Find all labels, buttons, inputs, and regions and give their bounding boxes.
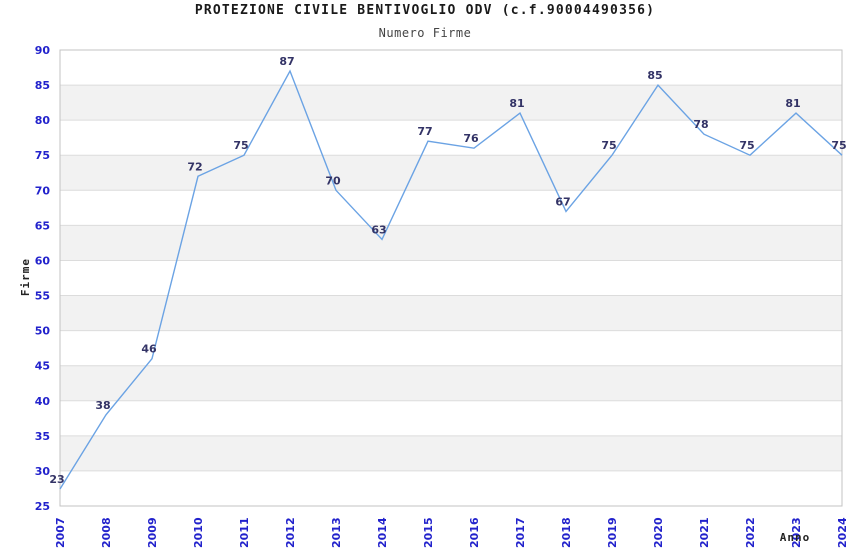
x-tick-label: 2018 — [560, 517, 573, 548]
y-tick-label: 65 — [35, 219, 50, 232]
y-tick-label: 80 — [35, 114, 51, 127]
point-value-label: 81 — [785, 97, 800, 110]
y-axis-title: Firme — [19, 258, 32, 296]
x-tick-label: 2012 — [284, 517, 297, 548]
x-tick-label: 2021 — [698, 517, 711, 548]
point-value-label: 46 — [141, 343, 157, 356]
band-stripe — [60, 225, 842, 261]
point-value-label: 67 — [555, 195, 570, 208]
y-tick-label: 40 — [35, 395, 51, 408]
point-value-label: 85 — [647, 69, 662, 82]
y-tick-label: 85 — [35, 79, 50, 92]
y-tick-label: 75 — [35, 149, 50, 162]
y-tick-label: 30 — [35, 465, 51, 478]
x-tick-label: 2020 — [652, 517, 665, 548]
point-value-label: 63 — [371, 223, 386, 236]
x-tick-label: 2007 — [54, 517, 67, 548]
point-value-label: 38 — [95, 399, 110, 412]
y-tick-label: 45 — [35, 360, 50, 373]
chart-subtitle: Numero Firme — [378, 26, 472, 40]
point-value-label: 72 — [187, 160, 202, 173]
y-tick-label: 55 — [35, 290, 50, 303]
band-stripe — [60, 295, 842, 331]
x-axis-tick-labels: 2007 2008 2009 2010 2011 2012 2013 2014 2015 2016… — [54, 517, 849, 548]
x-tick-label: 2015 — [422, 517, 435, 548]
x-tick-label: 2017 — [514, 517, 527, 548]
plot-border — [59, 49, 843, 507]
x-tick-label: 2008 — [100, 517, 113, 548]
band-stripe — [60, 85, 842, 121]
x-tick-label: 2016 — [468, 517, 481, 548]
x-tick-label: 2010 — [192, 517, 205, 548]
point-value-label: 70 — [325, 174, 341, 187]
y-tick-label: 90 — [35, 44, 51, 57]
x-tick-label: 2013 — [330, 517, 343, 548]
point-labels: 23 38 46 72 75 87 70 63 77 76 81 67 75 85 78 75 81 75 — [49, 55, 846, 486]
band-stripe — [60, 435, 842, 471]
x-tick-label: 2024 — [836, 517, 849, 548]
point-value-label: 75 — [739, 139, 754, 152]
band-stripe — [60, 365, 842, 401]
band-stripe — [60, 155, 842, 191]
y-tick-label: 60 — [35, 254, 51, 267]
band-stripes — [60, 85, 842, 471]
x-tick-label: 2023 — [790, 517, 803, 548]
x-tick-label: 2022 — [744, 517, 757, 548]
point-value-label: 87 — [279, 55, 294, 68]
point-value-label: 75 — [601, 139, 616, 152]
y-tick-label: 70 — [35, 184, 51, 197]
point-value-label: 76 — [463, 132, 479, 145]
x-tick-label: 2009 — [146, 517, 159, 548]
x-tick-label: 2011 — [238, 517, 251, 548]
x-tick-label: 2014 — [376, 517, 389, 548]
chart-title: PROTEZIONE CIVILE BENTIVOGLIO ODV (c.f.9… — [194, 3, 656, 18]
y-tick-label: 25 — [35, 500, 50, 513]
point-value-label: 75 — [831, 139, 846, 152]
point-value-label: 78 — [693, 118, 708, 131]
y-axis-tick-labels: 25 30 35 40 45 50 55 60 65 70 75 80 85 90 — [35, 44, 51, 513]
point-value-label: 75 — [233, 139, 248, 152]
point-value-label: 77 — [417, 125, 432, 138]
data-line — [59, 69, 843, 490]
x-tick-label: 2019 — [606, 517, 619, 548]
point-value-label: 81 — [509, 97, 524, 110]
point-value-label: 23 — [49, 473, 64, 486]
y-tick-label: 50 — [35, 325, 51, 338]
x-axis-title: Anno — [780, 531, 811, 544]
y-tick-label: 35 — [35, 430, 50, 443]
